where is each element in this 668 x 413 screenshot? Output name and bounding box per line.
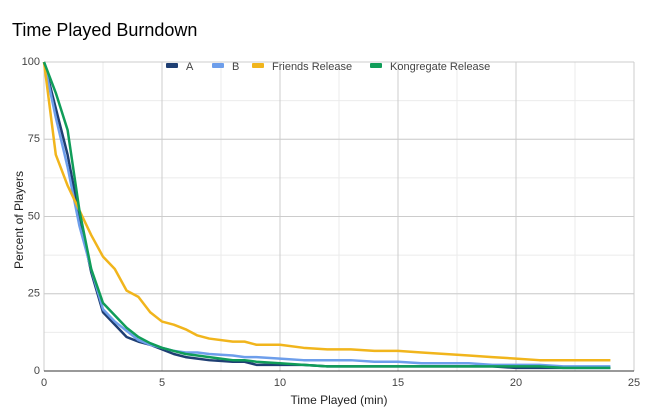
y-tick-label: 25 <box>28 288 40 300</box>
series-line <box>42 61 611 362</box>
y-tick-label: 75 <box>28 133 40 145</box>
legend-label: Friends Release <box>272 61 352 73</box>
x-tick-label: 15 <box>392 377 404 389</box>
series-line <box>42 61 611 368</box>
x-tick-label: 0 <box>41 377 47 389</box>
series-line <box>42 61 611 370</box>
legend-swatch <box>252 63 264 68</box>
x-tick-label: 10 <box>274 377 286 389</box>
y-axis-title: Percent of Players <box>12 171 26 269</box>
legend-label: A <box>186 61 194 73</box>
grid: 0 5 10 15 20 25 0 25 50 75 100 <box>22 56 640 389</box>
legend-label: B <box>232 61 239 73</box>
y-tick-label: 100 <box>22 56 40 68</box>
x-axis-title: Time Played (min) <box>291 393 388 407</box>
y-tick-label: 50 <box>28 210 40 222</box>
y-tick-label: 0 <box>34 365 40 377</box>
x-tick-label: 5 <box>159 377 165 389</box>
legend-label: Kongregate Release <box>390 61 490 73</box>
legend-swatch <box>212 63 224 68</box>
plot <box>42 61 611 370</box>
legend-swatch <box>166 63 178 68</box>
legend: A B Friends Release Kongregate Release <box>166 61 490 73</box>
legend-swatch <box>370 63 382 68</box>
x-tick-label: 25 <box>628 377 640 389</box>
x-tick-label: 20 <box>510 377 522 389</box>
chart-title: Time Played Burndown <box>12 20 197 40</box>
